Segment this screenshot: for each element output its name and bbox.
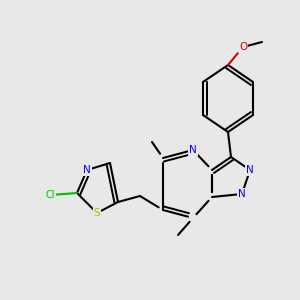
Text: N: N bbox=[189, 145, 197, 155]
Text: N: N bbox=[238, 189, 246, 199]
Text: Cl: Cl bbox=[45, 190, 55, 200]
Text: S: S bbox=[94, 208, 100, 218]
Text: N: N bbox=[246, 165, 254, 175]
Text: O: O bbox=[239, 42, 247, 52]
Text: N: N bbox=[83, 165, 91, 175]
